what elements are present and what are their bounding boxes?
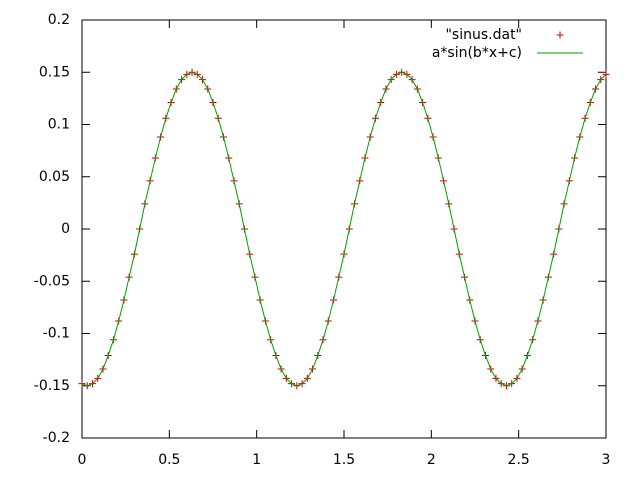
y-tick-label: -0.15 <box>34 378 70 394</box>
y-tick-label: -0.05 <box>34 273 70 289</box>
x-tick-label: 3 <box>602 452 611 468</box>
x-tick-label: 1 <box>252 452 261 468</box>
x-tick-label: 2 <box>427 452 436 468</box>
y-tick-label: -0.1 <box>43 326 70 342</box>
x-tick-label: 0 <box>78 452 87 468</box>
x-tick-label: 2.5 <box>508 452 530 468</box>
legend-label: a*sin(b*x+c) <box>432 45 522 61</box>
plot-border <box>81 19 607 439</box>
y-tick-label: 0.05 <box>39 169 70 185</box>
y-tick-label: 0 <box>61 221 70 237</box>
y-tick-label: 0.15 <box>39 64 70 80</box>
legend-marker <box>556 31 564 39</box>
data-line <box>81 71 607 387</box>
y-tick-label: 0.2 <box>48 12 70 28</box>
x-tick-label: 1.5 <box>333 452 355 468</box>
legend-label: "sinus.dat" <box>445 27 522 43</box>
y-tick-label: 0.1 <box>48 117 70 133</box>
y-tick-label: -0.2 <box>43 430 70 446</box>
x-tick-label: 0.5 <box>158 452 180 468</box>
